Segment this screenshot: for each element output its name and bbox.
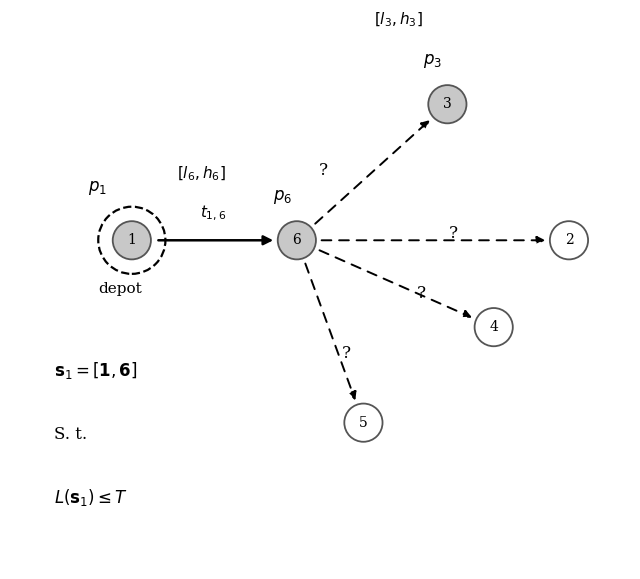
Text: ?: ?	[342, 345, 351, 362]
Circle shape	[344, 404, 383, 442]
Text: $[l_6, h_6]$: $[l_6, h_6]$	[177, 164, 226, 183]
Text: $p_1$: $p_1$	[88, 179, 107, 197]
Text: 2: 2	[564, 233, 573, 247]
Text: 3: 3	[443, 97, 452, 111]
Circle shape	[550, 221, 588, 259]
Text: $p_6$: $p_6$	[273, 188, 292, 206]
Text: 1: 1	[127, 233, 136, 247]
Text: S. t.: S. t.	[54, 426, 87, 443]
Text: depot: depot	[99, 283, 142, 296]
Text: ?: ?	[449, 225, 458, 243]
Text: ?: ?	[417, 285, 426, 302]
Text: ?: ?	[318, 162, 328, 179]
Circle shape	[475, 308, 513, 346]
Text: $\mathbf{s}_1 = [\mathbf{1}, \mathbf{6}]$: $\mathbf{s}_1 = [\mathbf{1}, \mathbf{6}]…	[54, 360, 137, 381]
Text: $t_{1,6}$: $t_{1,6}$	[200, 204, 226, 223]
Text: 4: 4	[489, 320, 498, 334]
Text: 5: 5	[359, 416, 368, 430]
Circle shape	[278, 221, 316, 259]
Text: 6: 6	[292, 233, 301, 247]
Text: $[l_3, h_3]$: $[l_3, h_3]$	[374, 11, 422, 30]
Text: $p_3$: $p_3$	[424, 52, 442, 70]
Text: $L(\mathbf{s}_1) \leq T$: $L(\mathbf{s}_1) \leq T$	[54, 488, 127, 508]
Circle shape	[428, 85, 467, 123]
Circle shape	[113, 221, 151, 259]
